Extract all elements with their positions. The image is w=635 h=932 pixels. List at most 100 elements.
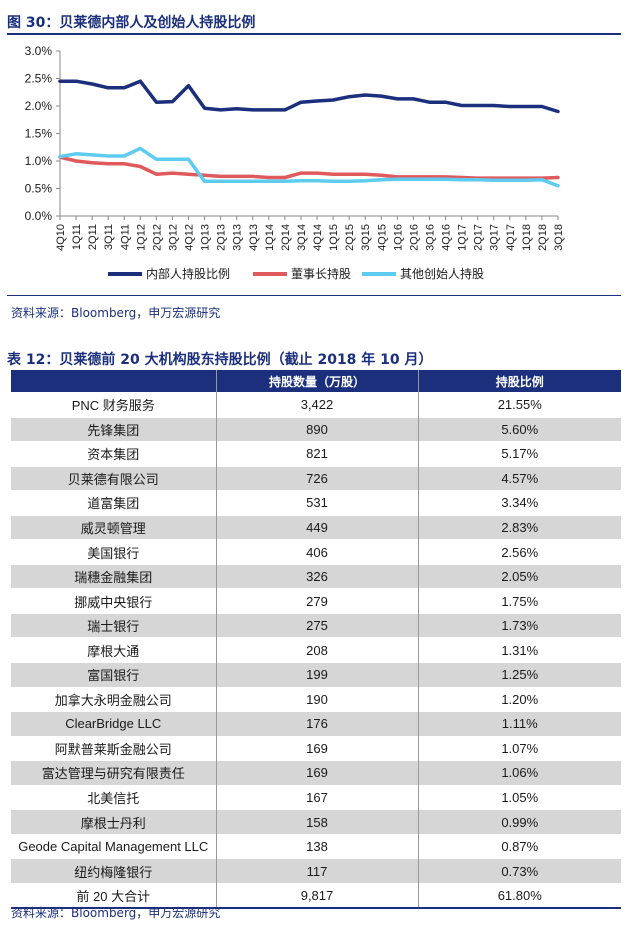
cell-holder-name: 美国银行 [11,539,217,565]
cell-holder-name: 富国银行 [11,662,217,688]
cell-ratio: 1.11% [418,711,621,737]
table-row: 加拿大永明金融公司 190 1.20% [11,686,621,712]
x-tick-label: 2Q13 [216,224,228,251]
table-row: 摩根大通 208 1.31% [11,637,621,663]
table-source: 资料来源：Bloomberg，申万宏源研究 [11,906,221,920]
table-row: 阿默普莱斯金融公司 169 1.07% [11,735,621,761]
header-name [11,370,217,393]
figure-bottom-rule [7,295,621,296]
cell-holder-name: 富达管理与研究有限责任 [11,760,217,786]
cell-holder-name: Geode Capital Management LLC [11,833,217,859]
cell-ratio: 0.87% [418,833,621,859]
y-tick-label: 0.5% [25,182,53,196]
cell-holder-name: 前 20 大合计 [11,882,217,910]
x-tick-label: 3Q15 [360,224,372,251]
cell-holder-name: PNC 财务服务 [11,392,217,418]
x-tick-label: 3Q11 [103,224,115,250]
x-tick-label: 1Q13 [200,224,212,251]
figure-source: 资料来源：Bloomberg，申万宏源研究 [11,306,221,320]
y-tick-label: 3.0% [25,44,53,58]
cell-shares: 169 [216,735,419,761]
legend-label-3: 其他创始人持股 [400,266,484,281]
table-row: 资本集团 821 5.17% [11,441,621,467]
series-line-1 [58,79,560,114]
cell-holder-name: 资本集团 [11,441,217,467]
cell-shares: 138 [216,833,419,859]
x-tick-label: 4Q10 [55,224,67,251]
y-tick-label: 1.5% [25,127,53,141]
cell-ratio: 3.34% [418,490,621,516]
table-row: 瑞士银行 275 1.73% [11,612,621,638]
figure-title-rule [7,33,621,35]
cell-ratio: 1.75% [418,588,621,614]
table-row: 摩根士丹利 158 0.99% [11,809,621,835]
x-tick-label: 4Q16 [441,224,453,251]
cell-holder-name: 摩根士丹利 [11,809,217,835]
table-title: 表 12：贝莱德前 20 大机构股东持股比例（截止 2018 年 10 月） [7,352,433,368]
table-header-row: 持股数量（万股） 持股比例 [11,370,621,393]
cell-ratio: 1.73% [418,612,621,638]
x-tick-label: 1Q17 [457,224,469,251]
legend-label-2: 董事长持股 [291,266,351,281]
x-tick-label: 4Q17 [505,224,517,251]
cell-holder-name: 道富集团 [11,490,217,516]
cell-shares: 199 [216,662,419,688]
x-tick-label: 4Q12 [184,224,196,251]
x-tick-label: 4Q13 [248,224,260,251]
x-tick-label: 1Q18 [521,224,533,251]
cell-ratio: 1.05% [418,784,621,810]
header-shares: 持股数量（万股） [216,370,419,393]
cell-shares: 449 [216,514,419,540]
cell-ratio: 2.83% [418,514,621,540]
cell-holder-name: 贝莱德有限公司 [11,465,217,491]
x-tick-label: 2Q11 [87,224,99,250]
cell-ratio: 2.56% [418,539,621,565]
cell-holder-name: 阿默普莱斯金融公司 [11,735,217,761]
y-tick-label: 1.0% [25,154,53,168]
cell-ratio: 0.73% [418,858,621,884]
series-line-3 [58,146,560,188]
cell-ratio: 1.06% [418,760,621,786]
cell-holder-name: 加拿大永明金融公司 [11,686,217,712]
cell-ratio: 1.25% [418,662,621,688]
figure-title: 图 30：贝莱德内部人及创始人持股比例 [7,15,256,31]
x-tick-label: 3Q16 [424,224,436,251]
x-tick-label: 1Q16 [392,224,404,251]
table-row: 先锋集团 890 5.60% [11,416,621,442]
x-tick-label: 4Q14 [312,224,324,251]
x-tick-label: 3Q17 [489,224,501,251]
cell-shares: 531 [216,490,419,516]
table-row: 威灵顿管理 449 2.83% [11,514,621,540]
cell-shares: 326 [216,563,419,589]
cell-holder-name: 瑞士银行 [11,612,217,638]
cell-shares: 279 [216,588,419,614]
cell-shares: 275 [216,612,419,638]
table-row: 前 20 大合计 9,817 61.80% [11,882,621,910]
cell-holder-name: 挪威中央银行 [11,588,217,614]
cell-ratio: 4.57% [418,465,621,491]
cell-shares: 3,422 [216,392,419,418]
table-row: 富达管理与研究有限责任 169 1.06% [11,760,621,786]
table-row: 瑞穗金融集团 326 2.05% [11,563,621,589]
table-row: 北美信托 167 1.05% [11,784,621,810]
x-tick-label: 1Q15 [328,224,340,251]
x-tick-label: 3Q12 [167,224,179,251]
cell-ratio: 5.60% [418,416,621,442]
x-tick-label: 1Q11 [71,224,83,250]
x-tick-label: 4Q11 [119,224,131,250]
cell-shares: 117 [216,858,419,884]
table-row: 道富集团 531 3.34% [11,490,621,516]
cell-holder-name: 北美信托 [11,784,217,810]
x-tick-label: 3Q18 [553,224,565,251]
x-tick-label: 2Q15 [344,224,356,251]
table-row: 美国银行 406 2.56% [11,539,621,565]
x-tick-label: 2Q12 [151,224,163,251]
x-tick-label: 3Q14 [296,224,308,251]
cell-holder-name: 威灵顿管理 [11,514,217,540]
cell-holder-name: 瑞穗金融集团 [11,563,217,589]
y-tick-label: 0.0% [25,209,53,223]
x-tick-label: 3Q13 [232,224,244,251]
x-tick-label: 4Q15 [376,224,388,251]
cell-ratio: 0.99% [418,809,621,835]
cell-shares: 821 [216,441,419,467]
